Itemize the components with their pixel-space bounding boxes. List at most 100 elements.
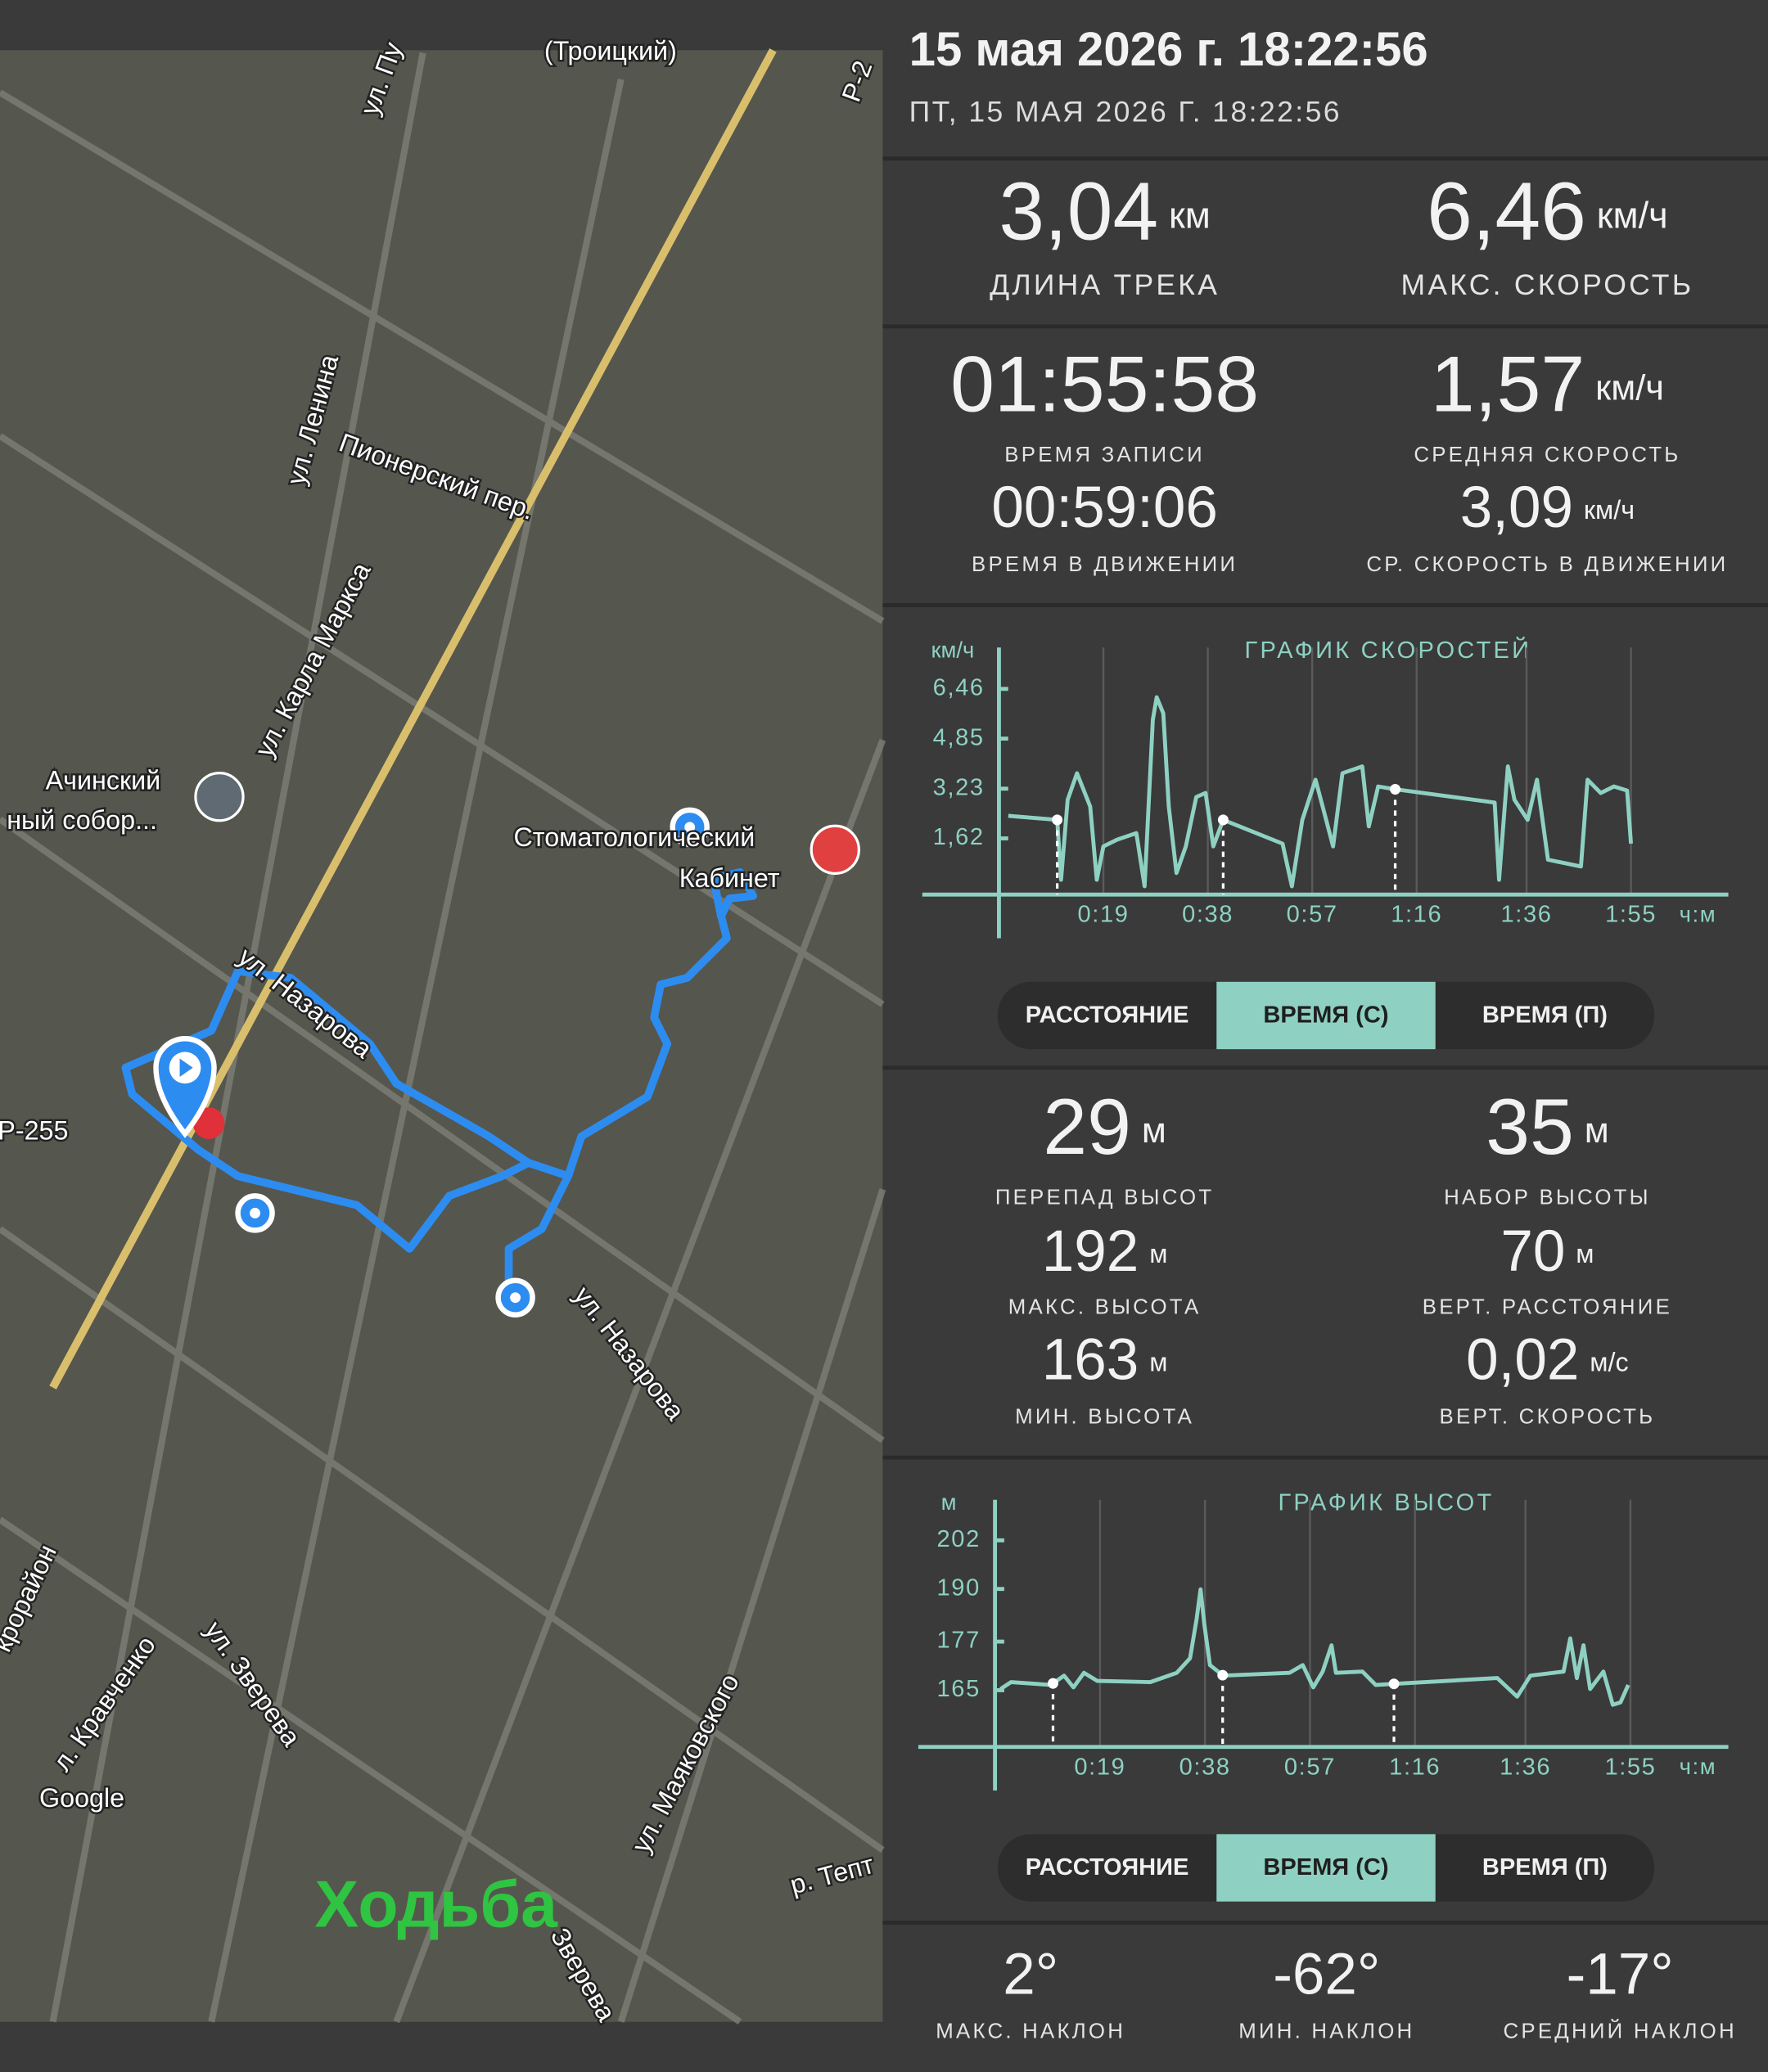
stat-number: 2° [1003, 1942, 1058, 2007]
stat-value: -17° [1567, 1942, 1674, 2007]
track-loop [121, 967, 570, 1253]
marker-dot [1217, 814, 1229, 826]
header-subtitle: ПТ, 15 МАЯ 2026 Г. 18:22:56 [909, 95, 1342, 128]
marker-dot [1388, 1678, 1400, 1690]
stat-label: СР. СКОРОСТЬ В ДВИЖЕНИИ [1366, 553, 1728, 576]
stat-value: 2° [1003, 1942, 1058, 2007]
stat-label: ВРЕМЯ В ДВИЖЕНИИ [972, 553, 1238, 576]
map-label: Р-255 [0, 1115, 68, 1145]
x-axis-label: ч:м [1680, 901, 1717, 926]
chart: ГРАФИК ВЫСОТ м ч:м 0:19 0:38 0:57 1:16 1:36 1:55… [918, 1489, 1729, 1902]
x-tick-label: 1:16 [1389, 1754, 1441, 1780]
x-axis-label: ч:м [1680, 1754, 1717, 1779]
x-tick-label: 1:36 [1500, 1754, 1551, 1780]
track [504, 867, 758, 1298]
x-tick-label: 0:19 [1078, 902, 1130, 928]
view-toggle[interactable]: РАССТОЯНИЕ ВРЕМЯ (С) ВРЕМЯ (П) [997, 1834, 1655, 1902]
map-label: Кабинет [679, 863, 780, 893]
x-tick-label: 0:38 [1179, 1754, 1231, 1780]
stat-value: -62° [1273, 1942, 1380, 2007]
stat-unit: м [1576, 1239, 1594, 1268]
stat-unit: км/ч [1597, 194, 1668, 236]
separators [882, 156, 1768, 1925]
stat-label: ВРЕМЯ ЗАПИСИ [1004, 444, 1205, 466]
stat-number: 35 [1486, 1081, 1574, 1170]
stat-number: 01:55:58 [950, 339, 1259, 428]
data-line [999, 1587, 1630, 1707]
stat-number: 29 [1043, 1081, 1131, 1170]
stat-unit: м [1149, 1239, 1167, 1268]
y-tick-label: 6,46 [933, 674, 985, 700]
stat-number: 0,02 [1466, 1327, 1579, 1392]
data-line [1008, 695, 1634, 889]
view-toggle[interactable]: РАССТОЯНИЕ ВРЕМЯ (С) ВРЕМЯ (П) [997, 981, 1655, 1050]
stat-label: ДЛИНА ТРЕКА [990, 268, 1220, 301]
stat-label: ВЕРТ. РАССТОЯНИЕ [1423, 1295, 1672, 1318]
stat-unit: км/ч [1584, 494, 1635, 524]
y-axis-label: м [941, 1489, 957, 1515]
stat-label: ПЕРЕПАД ВЫСОТ [995, 1186, 1215, 1209]
header-title: 15 мая 2026 г. 18:22:56 [909, 23, 1428, 76]
stat-label: МАКС. СКОРОСТЬ [1401, 268, 1694, 301]
x-tick-label: 0:38 [1182, 902, 1234, 928]
activity-label: Ходьба [314, 1868, 558, 1942]
y-tick-label: 4,85 [933, 724, 985, 750]
marker-dot [1217, 1669, 1229, 1681]
main-road [49, 48, 777, 1390]
track-points [153, 772, 860, 1318]
toggle-selected [1216, 981, 1436, 1050]
y-tick-label: 202 [937, 1526, 981, 1552]
stat-label: НАБОР ВЫСОТЫ [1444, 1186, 1651, 1209]
x-tick-label: 1:36 [1501, 902, 1553, 928]
y-tick-label: 177 [937, 1628, 981, 1654]
marker-dot [1390, 784, 1401, 795]
stat-label: МИН. НАКЛОН [1238, 2020, 1414, 2043]
stat-unit: м [1585, 1110, 1609, 1150]
chart: ГРАФИК СКОРОСТЕЙ км/ч ч:м 0:19 0:38 0:57 1:16 1… [922, 636, 1729, 1050]
stat-unit: м [1149, 1347, 1167, 1376]
stat-number: -17° [1567, 1942, 1674, 2007]
map[interactable]: (Троицкий)ул. Пу Р-2ул. ЛенинаПионерский … [0, 34, 886, 2028]
y-tick-label: 3,23 [933, 774, 985, 800]
stat-label: ВЕРТ. СКОРОСТЬ [1440, 1406, 1656, 1429]
stat-value: 3,09 км/ч [1460, 475, 1635, 540]
stat-unit: м/с [1590, 1347, 1628, 1376]
toggle-option[interactable]: РАССТОЯНИЕ [1026, 1854, 1189, 1881]
stat-label: СРЕДНЯЯ СКОРОСТЬ [1414, 444, 1680, 466]
stat-unit: км/ч [1595, 368, 1664, 408]
stat-number: 3,04 [999, 166, 1158, 258]
toggle-selected [1216, 1834, 1436, 1902]
stat-label: МАКС. ВЫСОТА [1008, 1295, 1202, 1318]
x-tick-label: 1:55 [1605, 902, 1657, 928]
stat-number: -62° [1273, 1942, 1380, 2007]
toggle-option[interactable]: ВРЕМЯ (С) [1263, 1854, 1388, 1881]
chart-title: ГРАФИК ВЫСОТ [1278, 1489, 1494, 1516]
stat-value: 192 м [1042, 1219, 1168, 1284]
stat-value: 35 м [1486, 1081, 1609, 1170]
y-tick-label: 190 [937, 1574, 981, 1601]
toggle-option[interactable]: ВРЕМЯ (П) [1482, 1854, 1608, 1881]
stat-label: СРЕДНИЙ НАКЛОН [1504, 2018, 1737, 2043]
x-tick-label: 1:16 [1391, 902, 1442, 928]
chart-title: ГРАФИК СКОРОСТЕЙ [1245, 636, 1532, 664]
x-tick-label: 0:19 [1074, 1754, 1125, 1780]
marker-dot [1048, 1678, 1058, 1689]
stat-value: 70 м [1500, 1219, 1594, 1284]
map-label: Ачинский [46, 765, 161, 795]
stat-value: 163 м [1042, 1327, 1168, 1392]
stat-unit: км [1169, 194, 1211, 236]
x-tick-label: 1:55 [1604, 1754, 1656, 1780]
map-label: Google [39, 1783, 124, 1813]
y-tick-label: 1,62 [933, 824, 985, 850]
toggle-option[interactable]: ВРЕМЯ (С) [1263, 1002, 1388, 1028]
y-axis-label: км/ч [931, 637, 975, 662]
toggle-option[interactable]: РАССТОЯНИЕ [1026, 1002, 1189, 1028]
map-label: (Троицкий) [544, 36, 677, 65]
stat-value: 1,57 км/ч [1431, 339, 1664, 428]
stat-number: 163 [1042, 1327, 1139, 1392]
map-imagery [0, 50, 883, 2022]
toggle-option[interactable]: ВРЕМЯ (П) [1482, 1002, 1608, 1028]
map-label: Стоматологический [513, 822, 755, 852]
stat-number: 70 [1500, 1219, 1565, 1284]
